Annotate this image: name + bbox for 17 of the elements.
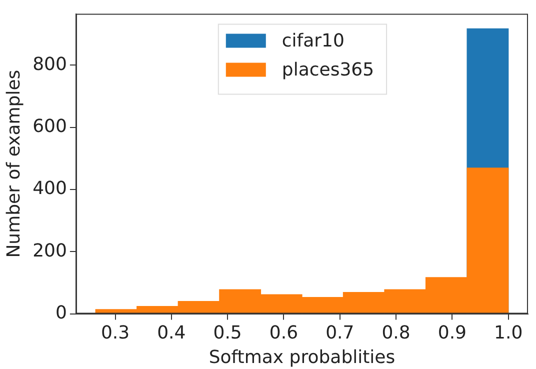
x-tick-label: 0.8 bbox=[382, 322, 410, 344]
x-tick-label: 0.4 bbox=[157, 322, 186, 344]
x-tick-label: 0.9 bbox=[438, 322, 467, 344]
x-tick-label: 1.0 bbox=[494, 322, 523, 344]
x-tick-label: 0.3 bbox=[100, 322, 130, 344]
y-tick-label: 200 bbox=[32, 240, 67, 262]
legend-label: cifar10 bbox=[282, 30, 344, 52]
x-tick-label: 0.7 bbox=[326, 322, 354, 344]
legend-label: places365 bbox=[282, 59, 374, 80]
y-axis-title: Number of examples bbox=[3, 70, 24, 258]
x-tick-label: 0.5 bbox=[213, 322, 242, 344]
x-axis-title: Softmax probablities bbox=[208, 346, 396, 368]
x-tick-label: 0.6 bbox=[269, 322, 298, 344]
y-tick-label: 600 bbox=[32, 116, 67, 137]
y-tick-label: 800 bbox=[32, 54, 67, 75]
y-tick-label: 0 bbox=[56, 302, 67, 324]
y-tick-label: 400 bbox=[32, 178, 67, 200]
